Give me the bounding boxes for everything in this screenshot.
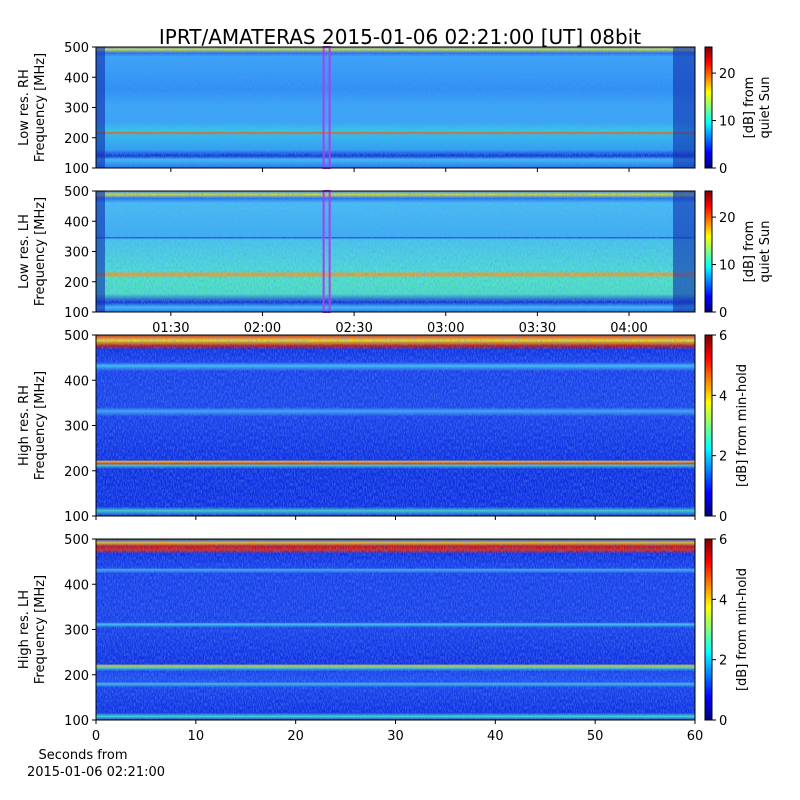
colorbar-tick-label: 0 — [719, 306, 727, 321]
x-tick-label: 04:00 — [610, 321, 647, 336]
x-tick-label: 50 — [587, 729, 604, 744]
colorbar-tick-label: 20 — [719, 67, 736, 82]
x-tick-label: 40 — [487, 729, 504, 744]
y-tick-label: 100 — [64, 510, 89, 525]
x-tick-label: 02:00 — [244, 321, 281, 336]
colorbar-tick-label: 4 — [719, 593, 727, 608]
x-tick-label: 02:30 — [335, 321, 372, 336]
colorbar — [704, 334, 713, 517]
colorbar-tick-label: 6 — [719, 533, 727, 548]
y-axis-label: High res. LH — [17, 590, 32, 669]
y-axis-label: Low res. LH — [17, 214, 32, 289]
x-tick-label: 01:30 — [152, 321, 189, 336]
y-axis-label: High res. RH — [17, 385, 32, 466]
colorbar-tick-label: 10 — [719, 259, 736, 274]
colorbar-label: quiet Sun — [758, 76, 773, 138]
x-tick-label: 03:00 — [427, 321, 464, 336]
colorbar-label: [dB] from — [742, 221, 757, 283]
colorbar-tick-label: 2 — [719, 654, 727, 669]
colorbar-tick-label: 20 — [719, 211, 736, 226]
edge-strip — [96, 47, 105, 168]
y-tick-label: 100 — [64, 306, 89, 321]
colorbar — [704, 190, 713, 313]
spectrogram-noise — [96, 47, 695, 168]
colorbar-tick-label: 6 — [719, 329, 727, 344]
y-tick-label: 500 — [64, 185, 89, 200]
colorbar-tick-label: 0 — [719, 162, 727, 177]
y-tick-label: 500 — [64, 41, 89, 56]
edge-strip — [673, 191, 695, 312]
y-tick-label: 400 — [64, 71, 89, 86]
y-tick-label: 300 — [64, 102, 89, 117]
y-tick-label: 100 — [64, 714, 89, 729]
x-tick-label: 0 — [92, 729, 100, 744]
x-axis-label: 2015-01-06 02:21:00 — [27, 765, 165, 780]
colorbar-tick-label: 0 — [719, 714, 727, 729]
y-tick-label: 400 — [64, 374, 89, 389]
spectrogram-noise — [96, 539, 695, 720]
y-axis-label: Frequency [MHz] — [33, 575, 48, 684]
y-tick-label: 500 — [64, 533, 89, 548]
colorbar-tick-label: 0 — [719, 510, 727, 525]
edge-strip — [673, 47, 695, 168]
y-tick-label: 400 — [64, 578, 89, 593]
y-axis-label: Frequency [MHz] — [33, 197, 48, 306]
colorbar — [704, 538, 713, 721]
x-tick-label: 60 — [687, 729, 704, 744]
colorbar-tick-label: 2 — [719, 450, 727, 465]
colorbar-label: [dB] from min-hold — [735, 364, 750, 487]
y-tick-label: 300 — [64, 420, 89, 435]
y-tick-label: 500 — [64, 329, 89, 344]
y-tick-label: 400 — [64, 215, 89, 230]
y-tick-label: 200 — [64, 465, 89, 480]
x-axis-label: Seconds from — [38, 748, 127, 763]
colorbar-label: quiet Sun — [758, 220, 773, 282]
colorbar-label: [dB] from min-hold — [735, 568, 750, 691]
colorbar-label: [dB] from — [742, 77, 757, 139]
colorbar — [704, 46, 713, 169]
y-tick-label: 200 — [64, 132, 89, 147]
chart-title: IPRT/AMATERAS 2015-01-06 02:21:00 [UT] 0… — [159, 25, 641, 49]
y-tick-label: 300 — [64, 624, 89, 639]
x-tick-label: 03:30 — [519, 321, 556, 336]
y-axis-label: Frequency [MHz] — [33, 371, 48, 480]
x-tick-label: 30 — [387, 729, 404, 744]
edge-strip — [96, 191, 105, 312]
y-axis-label: Low res. RH — [17, 69, 32, 146]
y-tick-label: 300 — [64, 246, 89, 261]
y-tick-label: 100 — [64, 162, 89, 177]
y-tick-label: 200 — [64, 276, 89, 291]
spectrogram-noise — [96, 335, 695, 516]
y-tick-label: 200 — [64, 669, 89, 684]
colorbar-tick-label: 10 — [719, 115, 736, 130]
x-tick-label: 10 — [188, 729, 205, 744]
colorbar-tick-label: 4 — [719, 389, 727, 404]
x-tick-label: 20 — [287, 729, 304, 744]
spectrogram-noise — [96, 191, 695, 312]
y-axis-label: Frequency [MHz] — [33, 53, 48, 162]
